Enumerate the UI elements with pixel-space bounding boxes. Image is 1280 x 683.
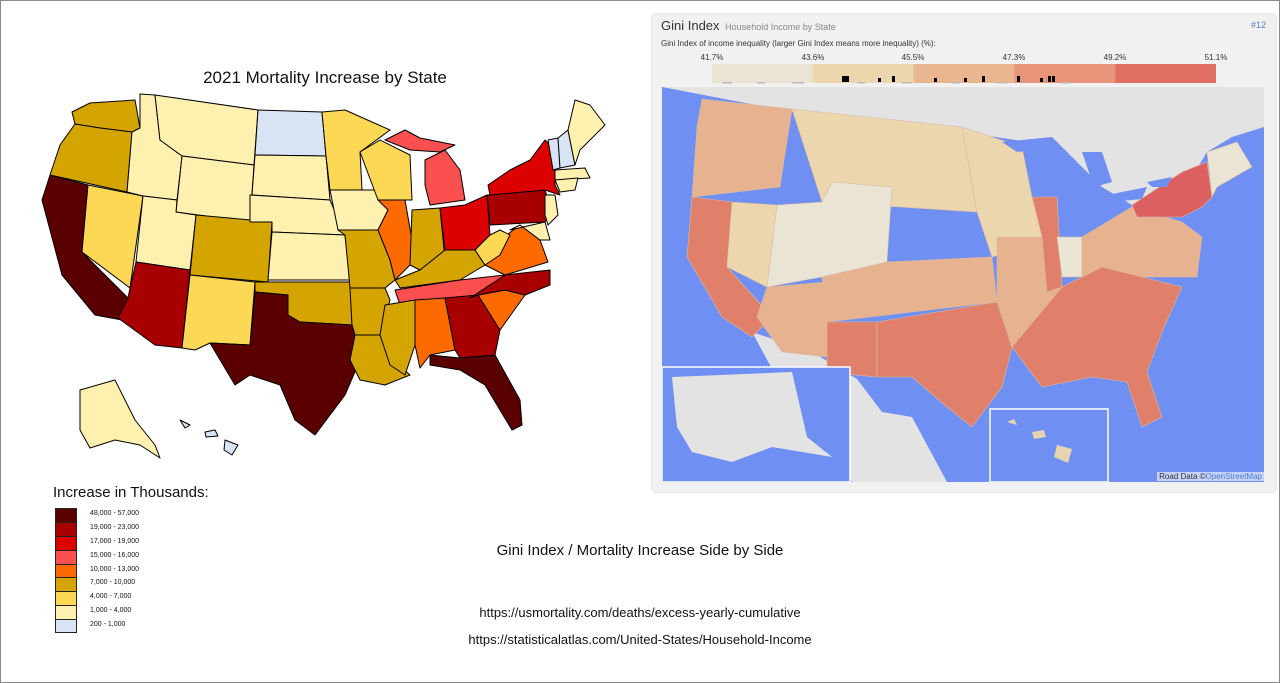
gini-choropleth-map <box>662 87 1264 482</box>
land-canada <box>662 87 1264 205</box>
state-colorado <box>189 214 273 283</box>
legend-swatch <box>55 577 77 592</box>
panel-number-link[interactable]: #12 <box>1250 20 1266 30</box>
state-michigan-up <box>384 129 456 153</box>
region-illinois <box>1031 196 1063 293</box>
state-west-virginia <box>474 229 511 266</box>
legend-swatch <box>55 591 77 606</box>
legend-swatch <box>55 535 77 550</box>
state-kansas <box>267 231 351 281</box>
region-new-york <box>1131 161 1213 218</box>
state-wyoming <box>175 155 255 223</box>
legend-label: 7,000 - 10,000 <box>90 579 136 587</box>
state-south-dakota <box>251 154 331 201</box>
state-north-carolina <box>469 269 551 299</box>
legend-item: 17,000 - 19,000 <box>55 535 195 550</box>
legend-item: 48,000 - 57,000 <box>55 508 195 522</box>
state-texas <box>209 291 361 436</box>
state-connecticut-ri <box>554 177 579 193</box>
scale-tick-label: 47.3% <box>1003 53 1026 62</box>
legend-item: 7,000 - 10,000 <box>55 577 195 592</box>
hawaii-land <box>1007 419 1072 463</box>
panel-title: Gini Index Household Income by State <box>661 18 836 33</box>
legend-label: 10,000 - 13,000 <box>90 565 140 573</box>
source-url-mortality: https://usmortality.com/deaths/excess-ye… <box>479 605 801 620</box>
region-wyoming-utah <box>766 181 893 288</box>
legend-label: 48,000 - 57,000 <box>90 510 140 517</box>
panel-title-text: Gini Index <box>661 18 720 33</box>
legend-label: 19,000 - 23,000 <box>90 523 140 531</box>
state-new-jersey <box>544 194 559 226</box>
legend-item: 1,000 - 4,000 <box>55 605 195 620</box>
state-north-dakota <box>254 109 327 157</box>
state-michigan-lp <box>424 149 466 206</box>
scale-band <box>913 64 1015 83</box>
scale-tick-label: 49.2% <box>1104 53 1127 62</box>
state-maine <box>567 99 606 166</box>
legend-item: 200 - 1,000 <box>55 619 195 634</box>
legend-title: Increase in Thousands: <box>53 484 209 501</box>
legend-swatch <box>55 619 77 634</box>
legend-label: 1,000 - 4,000 <box>90 607 132 615</box>
alaska-land <box>672 372 832 462</box>
scale-band <box>1115 64 1216 83</box>
state-florida <box>429 354 523 431</box>
state-massachusetts <box>554 167 591 181</box>
gini-states <box>686 98 1253 428</box>
legend-label: 200 - 1,000 <box>90 621 126 629</box>
scale-tick-label: 41.7% <box>701 53 724 62</box>
legend-label: 17,000 - 19,000 <box>90 537 140 545</box>
state-hawaii <box>179 419 239 456</box>
osm-link[interactable]: OpenStreetMap <box>1205 472 1262 481</box>
state-new-mexico <box>181 274 256 351</box>
scale-bands <box>712 64 1216 83</box>
legend-item: 19,000 - 23,000 <box>55 521 195 536</box>
hawaii-inset <box>989 408 1109 482</box>
state-wisconsin <box>359 139 413 201</box>
gini-color-scale: 41.7% 43.6% 45.5% 47.3% 49.2% 51.1% <box>701 53 1228 84</box>
panel-description: Gini Index of income inequality (larger … <box>661 39 936 48</box>
scale-band <box>812 64 914 83</box>
legend-item: 4,000 - 7,000 <box>55 591 195 606</box>
scale-baseline-ticks <box>722 82 1070 84</box>
legend-swatch <box>55 521 77 536</box>
legend-swatch <box>55 605 77 620</box>
legend-item: 15,000 - 16,000 <box>55 549 195 564</box>
state-pennsylvania <box>486 189 553 226</box>
region-pacific-nw <box>691 98 793 198</box>
scale-tick-label: 43.6% <box>802 53 825 62</box>
legend-swatch <box>55 563 77 578</box>
gini-index-panel: Gini Index Household Income by State #12… <box>652 14 1276 492</box>
region-new-england <box>1206 141 1253 199</box>
source-url-gini: https://statisticalatlas.com/United-Stat… <box>468 632 812 647</box>
scale-band <box>712 64 813 83</box>
scale-ticks: 41.7% 43.6% 45.5% 47.3% 49.2% 51.1% <box>701 53 1228 62</box>
region-arizona <box>756 281 828 358</box>
legend-item: 10,000 - 13,000 <box>55 563 195 578</box>
mortality-map-title: 2021 Mortality Increase by State <box>203 68 447 87</box>
map-attribution: Road Data ©OpenStreetMap <box>1157 472 1264 481</box>
legend-label: 15,000 - 16,000 <box>90 551 140 559</box>
mortality-legend: 48,000 - 57,000 19,000 - 23,000 17,000 -… <box>55 508 195 634</box>
comparison-caption: Gini Index / Mortality Increase Side by … <box>496 542 784 559</box>
state-ohio <box>439 194 491 251</box>
state-minnesota <box>321 109 391 191</box>
scale-markers <box>842 76 1055 82</box>
great-lakes <box>1002 137 1172 202</box>
scale-tick-label: 45.5% <box>902 53 925 62</box>
panel-subtitle: Household Income by State <box>725 22 836 32</box>
legend-swatch <box>55 549 77 564</box>
state-alaska <box>79 379 161 459</box>
legend-label: 4,000 - 7,000 <box>90 593 132 601</box>
legend-swatch <box>55 508 77 522</box>
scale-tick-label: 51.1% <box>1205 53 1228 62</box>
scale-band <box>1014 64 1116 83</box>
attribution-prefix: Road Data © <box>1159 472 1206 481</box>
mortality-choropleth-map <box>41 93 606 459</box>
state-maryland-delaware <box>509 221 551 241</box>
